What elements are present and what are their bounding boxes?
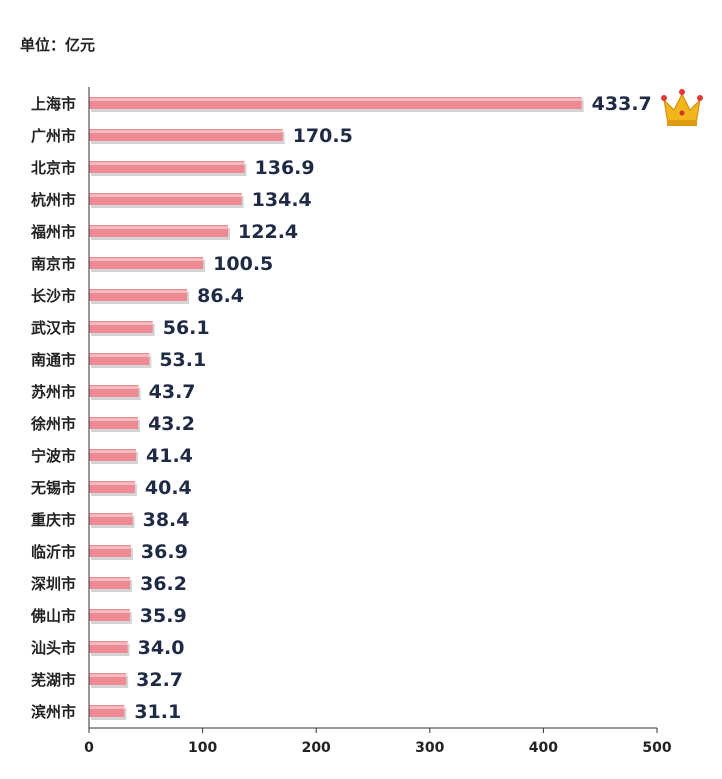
bar-highlight: [89, 450, 137, 453]
value-label: 35.9: [140, 605, 187, 627]
bar-highlight: [89, 354, 150, 357]
bar-highlight: [89, 546, 131, 549]
category-label: 广州市: [31, 127, 76, 145]
category-label: 上海市: [31, 95, 76, 113]
category-label: 南通市: [31, 351, 76, 369]
bar-highlight: [89, 162, 245, 165]
category-label: 无锡市: [30, 479, 76, 497]
bar-highlight: [89, 322, 153, 325]
category-label: 杭州市: [31, 191, 76, 209]
bars-group: [89, 97, 584, 720]
value-label: 43.2: [148, 413, 195, 435]
crown-icon: [661, 89, 703, 126]
bar-highlight: [89, 226, 229, 229]
value-label: 122.4: [238, 221, 298, 243]
value-label: 56.1: [163, 317, 210, 339]
category-label: 临沂市: [31, 543, 76, 561]
value-label: 53.1: [159, 349, 206, 371]
category-label: 佛山市: [30, 607, 76, 625]
value-label: 38.4: [143, 509, 190, 531]
value-label: 34.0: [138, 637, 185, 659]
value-label: 43.7: [149, 381, 196, 403]
value-label: 134.4: [252, 189, 312, 211]
value-label: 86.4: [197, 285, 244, 307]
category-label: 北京市: [31, 159, 76, 177]
bar-highlight: [89, 610, 130, 613]
labels-group: 上海市 433.7 广州市 170.5 北京市 136.9 杭州市 134.4 福州市 122.4…: [30, 93, 652, 723]
value-label: 136.9: [255, 157, 315, 179]
value-label: 36.9: [141, 541, 188, 563]
category-label: 汕头市: [31, 639, 76, 657]
category-label: 徐州市: [30, 415, 76, 433]
category-label: 武汉市: [31, 319, 76, 337]
x-tick-label: 0: [84, 740, 94, 756]
value-label: 41.4: [146, 445, 193, 467]
bar-highlight: [89, 290, 188, 293]
value-label: 100.5: [213, 253, 273, 275]
bar-highlight: [89, 418, 139, 421]
category-label: 福州市: [30, 223, 76, 241]
category-label: 长沙市: [31, 287, 76, 305]
bar-highlight: [89, 514, 133, 517]
bar-highlight: [89, 130, 283, 133]
x-axis: 0 100 200 300 400 500: [84, 87, 672, 756]
category-label: 芜湖市: [31, 671, 76, 689]
category-label: 苏州市: [31, 383, 76, 401]
unit-label: 单位：亿元: [20, 36, 96, 54]
x-tick-label: 300: [415, 740, 444, 756]
x-tick-label: 200: [302, 740, 331, 756]
category-label: 南京市: [31, 255, 76, 273]
bar-highlight: [89, 386, 139, 389]
bar-highlight: [89, 194, 242, 197]
value-label: 170.5: [293, 125, 353, 147]
value-label: 36.2: [140, 573, 187, 595]
bar-highlight: [89, 482, 135, 485]
bar-highlight: [89, 674, 127, 677]
bar-highlight: [89, 642, 128, 645]
x-tick-label: 400: [529, 740, 558, 756]
category-label: 滨州市: [31, 703, 76, 721]
bar-highlight: [89, 258, 204, 261]
x-tick-label: 500: [642, 740, 671, 756]
bar-highlight: [89, 706, 125, 709]
bar-highlight: [89, 578, 131, 581]
category-label: 重庆市: [31, 511, 76, 529]
category-label: 深圳市: [31, 575, 76, 593]
value-label: 32.7: [136, 669, 183, 691]
category-label: 宁波市: [31, 447, 76, 465]
value-label: 433.7: [592, 93, 652, 115]
x-tick-label: 100: [188, 740, 217, 756]
bar-highlight: [89, 98, 582, 101]
value-label: 40.4: [145, 477, 192, 499]
value-label: 31.1: [134, 701, 181, 723]
